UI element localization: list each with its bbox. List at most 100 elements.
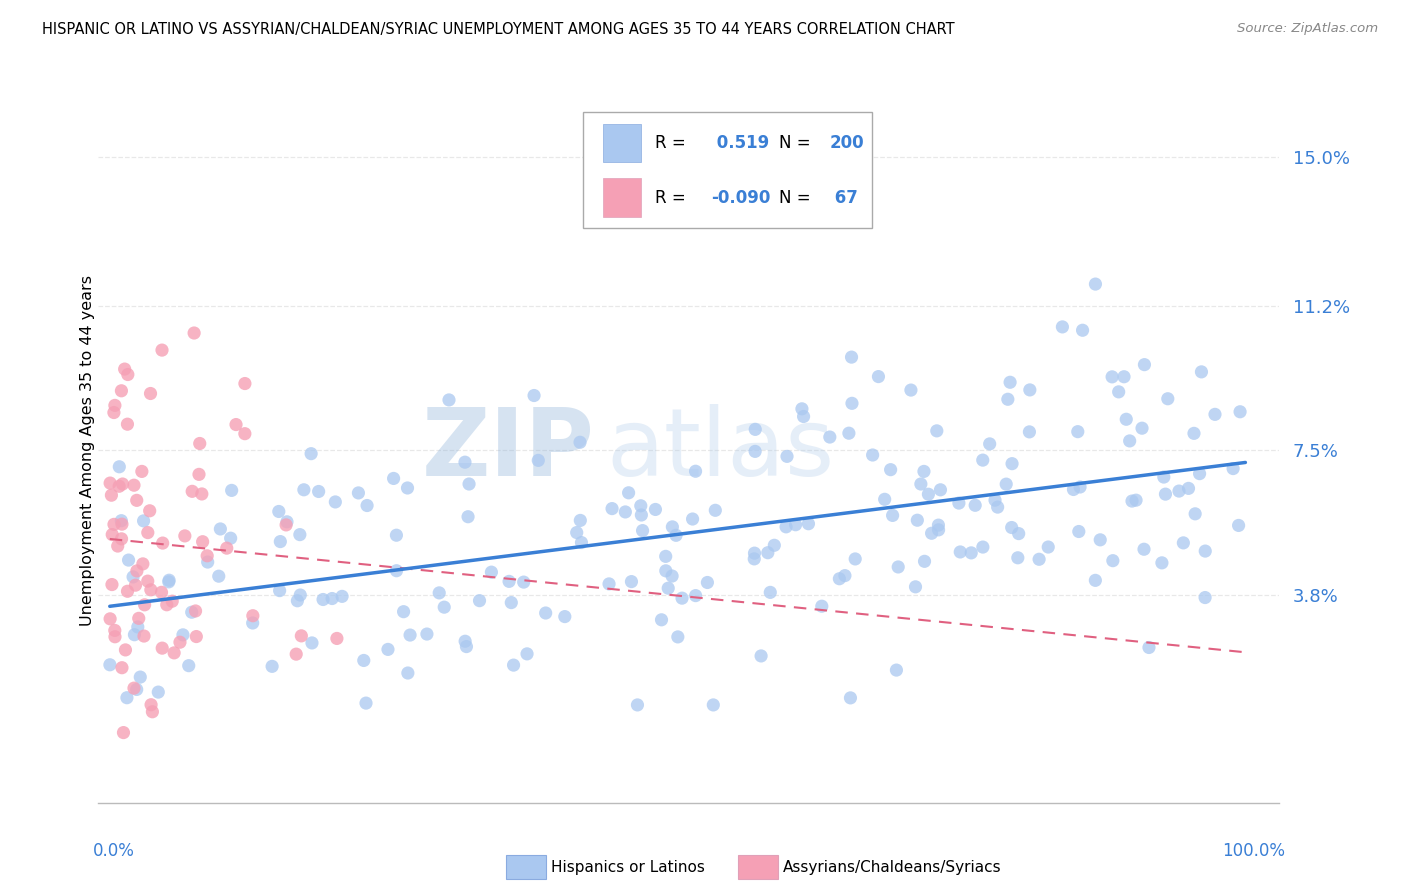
Point: [1191, 365, 1213, 379]
Point: [904, 580, 927, 594]
Point: [115, 690, 138, 705]
Point: [117, 584, 139, 599]
Point: [1177, 482, 1199, 496]
Point: [1067, 524, 1090, 539]
Point: [191, 487, 214, 501]
Point: [122, 570, 145, 584]
Text: Source: ZipAtlas.com: Source: ZipAtlas.com: [1237, 22, 1378, 36]
Point: [396, 481, 419, 495]
Point: [1130, 421, 1153, 435]
Point: [141, 705, 163, 719]
Point: [124, 578, 146, 592]
Point: [984, 493, 1007, 508]
Text: atlas: atlas: [606, 404, 835, 497]
Point: [172, 628, 194, 642]
Point: [377, 642, 399, 657]
Point: [1133, 358, 1156, 372]
Point: [1118, 434, 1140, 448]
Point: [1150, 556, 1173, 570]
Point: [569, 513, 592, 527]
Y-axis label: Unemployment Among Ages 35 to 44 years: Unemployment Among Ages 35 to 44 years: [80, 275, 94, 626]
Point: [810, 599, 832, 614]
Point: [209, 522, 232, 536]
Point: [838, 426, 860, 441]
Point: [1229, 405, 1251, 419]
Point: [839, 690, 862, 705]
Text: 67: 67: [830, 188, 858, 207]
Point: [965, 498, 987, 512]
Point: [312, 592, 335, 607]
Point: [749, 648, 772, 663]
Point: [790, 401, 813, 416]
Point: [979, 437, 1001, 451]
Point: [1052, 319, 1074, 334]
Point: [704, 503, 727, 517]
Point: [1001, 520, 1024, 534]
Point: [1101, 369, 1123, 384]
Point: [458, 477, 481, 491]
Point: [1038, 540, 1060, 554]
Point: [108, 459, 131, 474]
Point: [512, 575, 534, 590]
Point: [399, 628, 422, 642]
Point: [110, 384, 132, 398]
Point: [177, 658, 200, 673]
Point: [299, 447, 322, 461]
Point: [416, 627, 439, 641]
Point: [301, 636, 323, 650]
Point: [150, 585, 173, 599]
Point: [454, 634, 477, 648]
Point: [188, 436, 211, 450]
Point: [972, 540, 994, 554]
Point: [630, 499, 652, 513]
Point: [98, 612, 121, 626]
Point: [1188, 467, 1211, 481]
Point: [150, 641, 173, 656]
Point: [565, 525, 588, 540]
Point: [527, 453, 550, 467]
Point: [290, 588, 312, 602]
Point: [136, 574, 159, 589]
Point: [101, 577, 124, 591]
Point: [184, 604, 207, 618]
Point: [262, 659, 284, 673]
Point: [181, 484, 204, 499]
Point: [873, 492, 896, 507]
Point: [125, 493, 148, 508]
Text: 0.519: 0.519: [711, 134, 769, 152]
Point: [949, 545, 972, 559]
Point: [114, 643, 136, 657]
Point: [987, 500, 1010, 515]
Point: [862, 448, 884, 462]
Point: [127, 620, 149, 634]
Point: [150, 343, 173, 357]
Point: [117, 417, 139, 432]
Point: [631, 524, 654, 538]
Point: [534, 606, 557, 620]
Point: [288, 527, 311, 541]
Point: [887, 560, 910, 574]
Text: 0.0%: 0.0%: [93, 841, 135, 860]
Point: [208, 569, 231, 583]
Point: [269, 534, 291, 549]
Point: [1137, 640, 1160, 655]
Point: [225, 417, 247, 432]
Point: [347, 486, 370, 500]
Point: [139, 698, 162, 712]
Point: [1062, 483, 1084, 497]
Point: [1084, 574, 1107, 588]
Point: [454, 455, 477, 469]
Point: [1028, 552, 1050, 566]
Point: [139, 582, 162, 597]
Point: [98, 476, 121, 491]
Point: [215, 541, 238, 556]
Point: [569, 435, 592, 450]
Point: [1067, 425, 1090, 439]
Point: [498, 574, 520, 589]
Point: [139, 386, 162, 401]
Point: [132, 557, 155, 571]
Point: [702, 698, 724, 712]
Point: [1084, 277, 1107, 291]
Point: [685, 464, 707, 478]
Point: [219, 531, 242, 545]
